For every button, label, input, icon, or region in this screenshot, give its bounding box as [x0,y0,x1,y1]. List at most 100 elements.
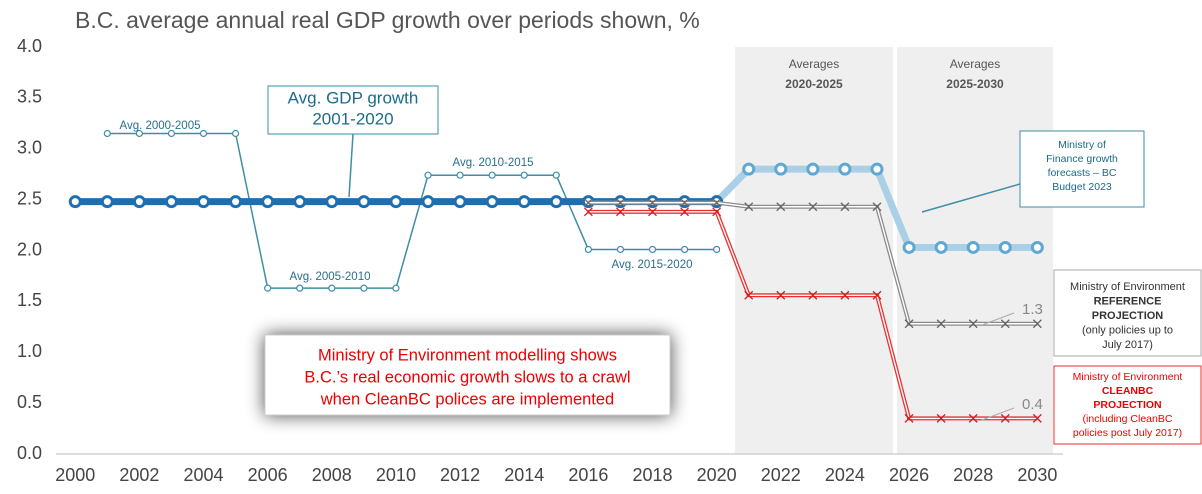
series-line [107,132,717,289]
point [904,319,914,329]
point [870,162,884,176]
point [840,290,850,300]
point [264,284,272,292]
point [197,195,211,209]
point [838,162,852,176]
callout-box [1019,130,1145,208]
point [936,319,946,329]
point [517,195,531,209]
x-tick-label: 2010 [376,465,416,485]
callout-text: forecasts – BC [1048,167,1117,179]
point [360,284,368,292]
point [328,284,336,292]
point [680,245,689,254]
point [616,245,625,254]
y-tick-label: 4.0 [17,36,42,56]
callout-text: Ministry of Environment [1070,281,1185,293]
x-tick-label: 2016 [568,465,608,485]
point [998,240,1012,254]
callout-text: policies post July 2017) [1073,427,1182,439]
callout-text: (including CleanBC [1083,413,1173,425]
point [357,195,371,209]
chart-title: B.C. average annual real GDP growth over… [75,7,700,33]
point [840,202,850,212]
end-label: 1.3 [1022,301,1043,318]
y-tick-label: 3.5 [17,87,42,107]
callout-text: (only policies up to [1082,324,1173,336]
point [1032,413,1042,423]
y-tick-label: 0.5 [17,392,42,412]
point [103,129,111,138]
callout-text: Ministry of Environment modelling shows [318,346,617,364]
point [1000,413,1010,423]
point [872,290,882,300]
x-tick-label: 2030 [1017,465,1057,485]
x-tick-label: 2000 [55,465,95,485]
point [648,245,657,254]
point [584,245,592,254]
point [680,198,690,208]
point [744,202,754,212]
point [135,129,143,138]
point [552,171,560,179]
x-tick-label: 2008 [312,465,352,485]
point [231,129,240,138]
end-label: 0.4 [1022,396,1043,413]
segment-label: Avg. 2005-2010 [290,271,371,283]
x-tick-label: 2002 [119,465,159,485]
x-tick-label: 2028 [953,465,993,485]
segment-label: Avg. 2015-2020 [612,259,693,271]
callout-text: Avg. GDP growth [288,88,419,107]
point [776,290,786,300]
callout-text: Ministry of [1058,139,1106,151]
point [902,240,916,254]
point [583,207,593,217]
point [648,207,657,217]
x-tick-label: 2024 [825,465,865,485]
callout-text: when CleanBC polices are implemented [320,390,615,408]
y-tick-label: 3.0 [17,138,42,158]
point [199,129,208,138]
point [132,195,146,209]
callout-text: CLEANBC [1102,385,1154,397]
period-label: 2025-2030 [946,77,1004,91]
y-tick-label: 1.5 [17,290,42,310]
point [904,413,914,423]
callout-box [1053,269,1202,357]
point [485,195,499,209]
point [325,195,339,209]
point [934,240,948,254]
callout-leader [921,183,1021,213]
point [968,413,978,423]
point [615,207,625,217]
point [1000,319,1010,329]
callout-text: 2001-2020 [312,109,393,128]
callout-text: B.C.’s real economic growth slows to a c… [304,368,630,386]
end-label-leader [981,407,1015,421]
callout-text: PROJECTION [1093,399,1161,411]
point [389,195,403,209]
point [968,319,978,329]
point [229,195,243,209]
end-label-leader [981,312,1015,326]
x-tick-label: 2012 [440,465,480,485]
callout-leader [348,133,354,198]
y-tick-label: 2.0 [17,239,42,259]
point [648,198,657,208]
x-tick-label: 2022 [761,465,801,485]
point [424,171,432,179]
segment-label: Avg. 2000-2005 [120,120,201,132]
point [872,202,882,212]
point [456,171,464,179]
point [549,195,563,209]
point [808,202,818,212]
point [583,198,593,208]
point [164,195,178,209]
point [966,240,980,254]
callout-text: Ministry of Environment [1073,371,1183,383]
shaded-period [735,47,893,454]
point [453,195,467,209]
callout-box [1053,365,1202,445]
point [712,198,722,208]
point [713,245,721,254]
